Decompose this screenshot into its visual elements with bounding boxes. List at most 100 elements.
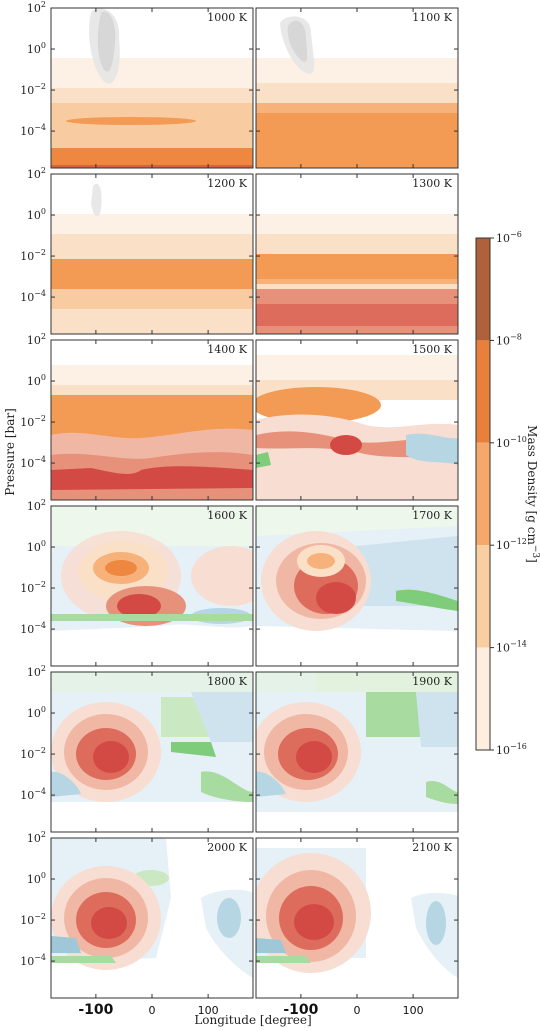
panel-1500k: 1500 K [255,339,459,501]
colorbar-frame [475,237,491,751]
y-tick-label: 100 [27,207,46,222]
density-blob [294,904,334,940]
condensate-blob [287,20,308,62]
density-blob [105,560,137,576]
y-tick-label: 102 [27,166,46,181]
density-band [256,956,311,963]
y-tick-label: 10−2 [20,248,46,263]
density-band [51,309,253,334]
panel-fills [256,672,458,832]
density-blob [93,741,129,773]
density-band [256,452,271,468]
density-band [356,536,458,606]
panel-fills [51,672,253,832]
density-band [51,214,253,234]
panel-fills [256,340,458,500]
x-tick-label: 0 [354,1004,361,1017]
density-band [256,234,458,254]
density-band [51,956,116,963]
density-band [51,771,81,797]
density-band [191,692,253,742]
panel-grid: 1000 K 10−4 10−2 100 102 1100 K 1200 K 10−4 10−2… [20,0,459,1018]
density-blob [91,907,127,939]
y-tick-label: 100 [27,871,46,886]
y-tick-label: 10−4 [20,455,46,470]
y-tick-label: 100 [27,539,46,554]
density-band [416,692,458,747]
y-tick-label: 10−4 [20,787,46,802]
panel-2100k: 2100 K -100 0 100 [255,837,459,1018]
density-band [256,289,458,304]
density-band [51,148,253,168]
density-band [51,58,253,88]
panel-temperature-label: 1700 K [412,509,452,522]
panel-1100k: 1100 K [255,7,459,169]
y-tick-label: 100 [27,41,46,56]
panel-temperature-label: 1500 K [412,343,452,356]
panel-fills [51,838,253,998]
density-band [426,780,458,804]
y-tick-label: 10−2 [20,580,46,595]
panel-1300k: 1300 K [255,173,459,335]
density-blob [426,901,446,945]
y-tick-label: 10−2 [20,82,46,97]
panel-fills [256,506,458,666]
density-blob [316,582,356,614]
density-band [51,672,253,692]
density-band [171,742,216,757]
y-tick-label: 102 [27,332,46,347]
density-blob [191,546,253,606]
panel-temperature-label: 2100 K [412,841,452,854]
y-tick-label: 102 [27,664,46,679]
condensate-blob [97,11,116,72]
panel-temperature-label: 1400 K [207,343,247,356]
colorbar-segment [476,238,490,341]
panel-temperature-label: 2000 K [207,841,247,854]
panel-temperature-label: 1300 K [412,177,452,190]
colorbar-segment [476,442,490,546]
panel-temperature-label: 1600 K [207,509,247,522]
x-tick-label: -100 [283,1002,318,1018]
density-blob [307,553,335,569]
density-band [316,672,458,692]
density-band [256,214,458,234]
y-tick-label: 100 [27,373,46,388]
colorbar-tick-label: 10−8 [496,332,522,347]
density-band [51,289,253,309]
panel-fills [51,340,253,500]
colorbar-tick-label: 10−12 [496,537,527,552]
density-band [256,304,458,326]
panel-1200k: 1200 K 10−4 10−2 100 102 [20,166,254,335]
y-axis-label: Pressure [bar] [3,408,17,496]
colorbar-segment [476,647,490,750]
panel-fills [256,8,458,168]
colorbar-tick-label: 10−14 [496,640,527,655]
y-tick-label: 10−4 [20,289,46,304]
condensate-blob [91,183,102,217]
colorbar-label: Mass Density [g cm−3] [525,425,540,563]
panel-1400k: 1400 K 10−4 10−2 100 102 [20,332,254,501]
panel-temperature-label: 1900 K [412,675,452,688]
density-band [256,355,458,380]
y-tick-label: 102 [27,0,46,15]
density-band [51,234,253,259]
density-band [256,938,286,953]
panel-1900k: 1900 K [255,671,459,833]
colorbar-segment [476,545,490,648]
colorbar-segment [476,340,490,443]
x-tick-label: -100 [78,1002,113,1018]
density-band [256,103,458,168]
density-band [256,284,458,289]
y-tick-label: 102 [27,498,46,513]
y-tick-label: 10−4 [20,953,46,968]
y-tick-label: 10−4 [20,621,46,636]
density-band [201,771,253,802]
panel-fills [256,174,458,334]
panel-temperature-label: 1200 K [207,177,247,190]
panel-fills [51,8,253,168]
colorbar-tick-label: 10−6 [496,230,522,245]
colorbar: 10−6 10−8 10−10 10−12 10−14 10−16 Mass Density… [475,230,540,757]
panel-1000k: 1000 K 10−4 10−2 100 102 [20,0,254,169]
panel-1700k: 1700 K [255,505,459,667]
density-band [406,433,458,465]
